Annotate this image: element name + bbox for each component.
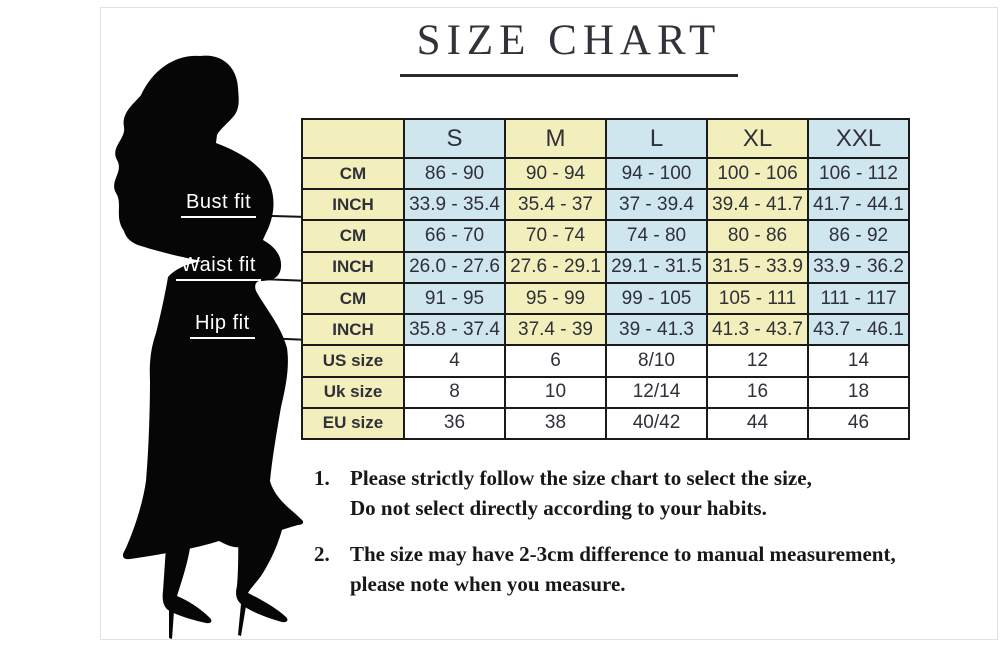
note-1-line-2: Do not select directly according to your… (350, 496, 767, 520)
table-cell: 46 (807, 406, 910, 441)
note-2-line-2: please note when you measure. (350, 572, 626, 596)
size-header-xxl: XXL (807, 117, 910, 160)
note-1: 1. Please strictly follow the size chart… (314, 463, 986, 523)
note-2-number: 2. (314, 542, 330, 566)
table-cell: 29.1 - 31.5 (605, 250, 708, 284)
table-cell: 36 (403, 406, 506, 441)
table-cell: 39 - 41.3 (605, 313, 708, 347)
table-cell: 6 (504, 344, 607, 378)
table-cell: 43.7 - 46.1 (807, 313, 910, 347)
table-cell: 4 (403, 344, 506, 378)
woman-body-shape (114, 55, 304, 560)
woman-silhouette (114, 55, 304, 639)
table-cell: 66 - 70 (403, 219, 506, 253)
hip-inch-row: INCH 35.8 - 37.4 37.4 - 39 39 - 41.3 41.… (301, 313, 910, 347)
table-cell: 74 - 80 (605, 219, 708, 253)
table-cell: 106 - 112 (807, 157, 910, 191)
note-1-line-1: Please strictly follow the size chart to… (350, 466, 812, 490)
table-cell: 91 - 95 (403, 281, 506, 316)
table-cell: 105 - 111 (706, 281, 809, 316)
table-cell: 80 - 86 (706, 219, 809, 253)
table-cell: 90 - 94 (504, 157, 607, 191)
table-cell: 8 (403, 375, 506, 409)
page-title: SIZE CHART (400, 16, 738, 77)
row-label: INCH (301, 188, 405, 222)
table-cell: 14 (807, 344, 910, 378)
table-cell: 39.4 - 41.7 (706, 188, 809, 222)
table-cell: 33.9 - 35.4 (403, 188, 506, 222)
table-cell: 27.6 - 29.1 (504, 250, 607, 284)
row-label: CM (301, 219, 405, 253)
table-cell: 38 (504, 406, 607, 441)
table-cell: 33.9 - 36.2 (807, 250, 910, 284)
us-size-row: US size 4 6 8/10 12 14 (301, 344, 910, 378)
waist-fit-label: Waist fit (176, 255, 261, 281)
table-cell: 35.4 - 37 (504, 188, 607, 222)
notes-section: 1. Please strictly follow the size chart… (314, 463, 986, 615)
table-cell: 10 (504, 375, 607, 409)
woman-right-leg-heel (236, 514, 288, 636)
table-cell: 100 - 106 (706, 157, 809, 191)
note-1-number: 1. (314, 466, 330, 490)
table-cell: 26.0 - 27.6 (403, 250, 506, 284)
row-label: US size (301, 344, 405, 378)
size-table: S M L XL XXL CM 86 - 90 90 - 94 94 - 100… (301, 117, 910, 441)
table-cell: 8/10 (605, 344, 708, 378)
table-cell: 86 - 90 (403, 157, 506, 191)
corner-cell (301, 117, 405, 160)
table-cell: 44 (706, 406, 809, 441)
waist-cm-row: CM 66 - 70 70 - 74 74 - 80 80 - 86 86 - … (301, 219, 910, 253)
size-header-xl: XL (706, 117, 809, 160)
table-cell: 35.8 - 37.4 (403, 313, 506, 347)
note-2-text: The size may have 2-3cm difference to ma… (350, 539, 986, 599)
note-2-line-1: The size may have 2-3cm difference to ma… (350, 542, 896, 566)
row-label: CM (301, 281, 405, 316)
size-header-l: L (605, 117, 708, 160)
table-cell: 86 - 92 (807, 219, 910, 253)
table-cell: 41.7 - 44.1 (807, 188, 910, 222)
row-label: EU size (301, 406, 405, 441)
size-header-m: M (504, 117, 607, 160)
table-cell: 111 - 117 (807, 281, 910, 316)
bust-inch-row: INCH 33.9 - 35.4 35.4 - 37 37 - 39.4 39.… (301, 188, 910, 222)
table-cell: 12/14 (605, 375, 708, 409)
table-cell: 41.3 - 43.7 (706, 313, 809, 347)
table-cell: 95 - 99 (504, 281, 607, 316)
table-cell: 94 - 100 (605, 157, 708, 191)
size-header-s: S (403, 117, 506, 160)
woman-left-leg-heel (162, 547, 212, 639)
row-label: Uk size (301, 375, 405, 409)
row-label: INCH (301, 250, 405, 284)
uk-size-row: Uk size 8 10 12/14 16 18 (301, 375, 910, 409)
table-cell: 16 (706, 375, 809, 409)
bust-fit-label: Bust fit (181, 192, 257, 218)
note-1-text: Please strictly follow the size chart to… (350, 463, 986, 523)
table-cell: 18 (807, 375, 910, 409)
header-row: S M L XL XXL (301, 117, 910, 160)
row-label: INCH (301, 313, 405, 347)
table-cell: 70 - 74 (504, 219, 607, 253)
eu-size-row: EU size 36 38 40/42 44 46 (301, 406, 910, 441)
row-label: CM (301, 157, 405, 191)
table-cell: 12 (706, 344, 809, 378)
table-cell: 40/42 (605, 406, 708, 441)
table-cell: 37 - 39.4 (605, 188, 708, 222)
bust-cm-row: CM 86 - 90 90 - 94 94 - 100 100 - 106 10… (301, 157, 910, 191)
table-cell: 31.5 - 33.9 (706, 250, 809, 284)
hip-fit-label: Hip fit (190, 313, 255, 339)
note-2: 2. The size may have 2-3cm difference to… (314, 539, 986, 599)
table-cell: 37.4 - 39 (504, 313, 607, 347)
waist-inch-row: INCH 26.0 - 27.6 27.6 - 29.1 29.1 - 31.5… (301, 250, 910, 284)
hip-cm-row: CM 91 - 95 95 - 99 99 - 105 105 - 111 11… (301, 281, 910, 316)
table-cell: 99 - 105 (605, 281, 708, 316)
